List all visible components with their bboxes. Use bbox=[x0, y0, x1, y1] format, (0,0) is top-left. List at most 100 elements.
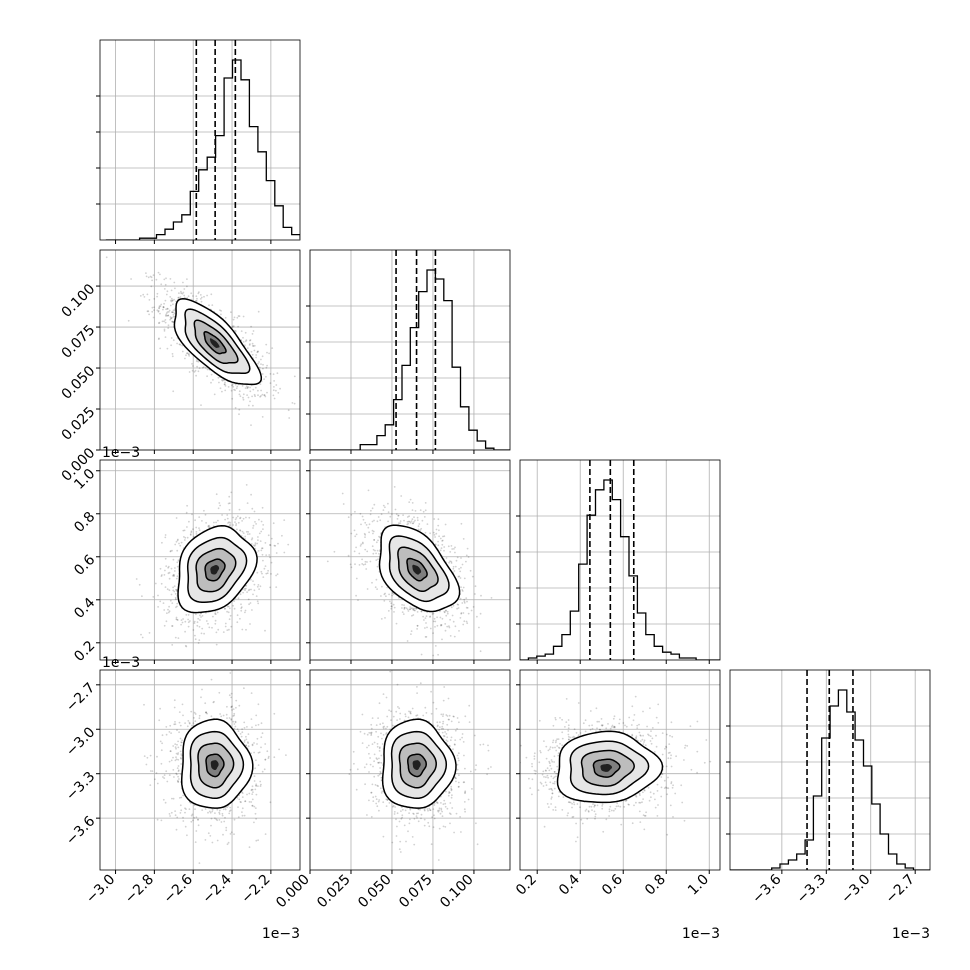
scatter-point bbox=[259, 395, 261, 398]
scatter-point bbox=[180, 292, 183, 295]
scatter-point bbox=[178, 343, 181, 346]
scatter-point bbox=[256, 585, 259, 588]
scatter-point bbox=[213, 521, 215, 524]
scatter-point bbox=[403, 519, 405, 522]
panel-frame bbox=[99, 39, 301, 241]
scatter-point bbox=[218, 502, 221, 504]
scatter-point bbox=[201, 366, 204, 369]
scatter-point bbox=[231, 709, 233, 711]
scatter-point bbox=[158, 305, 161, 308]
scatter-point bbox=[240, 606, 243, 608]
scatter-point bbox=[175, 606, 177, 609]
scatter-point bbox=[163, 320, 166, 323]
scatter-point bbox=[254, 395, 256, 398]
scatter-point bbox=[354, 510, 356, 513]
scatter-point bbox=[425, 615, 428, 618]
scatter-point bbox=[160, 575, 163, 577]
scatter-point bbox=[238, 315, 241, 317]
scatter-point bbox=[180, 541, 183, 544]
scatter-point bbox=[228, 495, 231, 498]
scatter-point bbox=[195, 533, 198, 535]
scatter-point bbox=[443, 611, 446, 614]
scatter-point bbox=[254, 386, 257, 389]
scatter-point bbox=[236, 728, 239, 731]
scatter-point bbox=[369, 513, 372, 516]
scatter-point bbox=[420, 653, 423, 656]
scatter-point bbox=[269, 801, 272, 804]
scatter-point bbox=[190, 814, 193, 817]
scatter-point bbox=[369, 560, 372, 563]
scatter-point bbox=[355, 577, 358, 580]
scatter-point bbox=[218, 813, 221, 815]
scatter-point bbox=[146, 293, 149, 296]
scatter-point bbox=[242, 396, 244, 399]
scatter-point bbox=[234, 389, 237, 392]
scatter-point bbox=[277, 542, 279, 545]
scatter-point bbox=[176, 565, 179, 568]
scatter-point bbox=[458, 630, 460, 632]
scatter-point bbox=[200, 616, 202, 618]
scatter-point bbox=[194, 808, 196, 811]
scatter-point bbox=[429, 615, 432, 618]
scatter-point bbox=[168, 774, 171, 776]
scatter-point bbox=[342, 503, 345, 505]
scatter-point bbox=[218, 809, 221, 812]
scatter-point bbox=[432, 620, 435, 623]
scatter-point bbox=[202, 366, 205, 368]
scatter-point bbox=[211, 304, 214, 306]
scatter-point bbox=[269, 382, 272, 384]
scatter-point bbox=[260, 783, 262, 786]
scatter-point bbox=[439, 549, 442, 552]
scatter-point bbox=[432, 531, 435, 534]
scatter-point bbox=[364, 563, 367, 566]
scatter-point bbox=[253, 751, 256, 754]
scatter-point bbox=[374, 549, 376, 552]
scatter-point bbox=[141, 636, 144, 639]
scatter-point bbox=[220, 715, 223, 718]
scatter-point bbox=[262, 363, 264, 366]
scatter-point bbox=[253, 344, 256, 347]
scatter-point bbox=[361, 563, 364, 565]
scatter-point bbox=[195, 613, 197, 616]
scatter-point bbox=[194, 713, 197, 715]
scatter-point bbox=[248, 516, 251, 519]
scatter-point bbox=[172, 745, 175, 747]
scatter-point bbox=[239, 395, 242, 398]
scatter-point bbox=[458, 568, 460, 570]
scatter-point bbox=[260, 746, 262, 749]
scatter-point bbox=[156, 755, 158, 758]
scatter-point bbox=[163, 777, 166, 779]
scatter-point bbox=[435, 532, 438, 535]
contour-line bbox=[186, 536, 248, 604]
scatter-point bbox=[231, 384, 233, 387]
scatter-point bbox=[173, 281, 176, 284]
scatter-point bbox=[200, 300, 203, 303]
scatter-point bbox=[224, 622, 227, 625]
scatter-point bbox=[152, 596, 155, 598]
scatter-point bbox=[175, 616, 178, 619]
scatter-point bbox=[246, 387, 249, 389]
scatter-point bbox=[176, 816, 179, 819]
scatter-point bbox=[233, 818, 236, 821]
scatter-point bbox=[219, 309, 221, 312]
scatter-point bbox=[364, 536, 366, 538]
scatter-point bbox=[373, 519, 375, 522]
scatter-point bbox=[250, 578, 252, 581]
scatter-point bbox=[214, 612, 217, 615]
scatter-point bbox=[162, 306, 165, 309]
scatter-point bbox=[242, 591, 245, 594]
scatter-point bbox=[228, 694, 231, 697]
scatter-point bbox=[168, 577, 171, 580]
scatter-point bbox=[450, 606, 453, 609]
scatter-point bbox=[168, 571, 171, 574]
scatter-point bbox=[266, 391, 268, 394]
scatter-point bbox=[176, 743, 178, 746]
scatter-point bbox=[355, 546, 357, 549]
scatter-point bbox=[156, 818, 159, 821]
scatter-point bbox=[211, 808, 214, 811]
scatter-point bbox=[240, 603, 242, 606]
scatter-point bbox=[184, 807, 186, 810]
scatter-point bbox=[195, 295, 198, 298]
scatter-point bbox=[371, 507, 374, 510]
scatter-point bbox=[368, 523, 371, 526]
